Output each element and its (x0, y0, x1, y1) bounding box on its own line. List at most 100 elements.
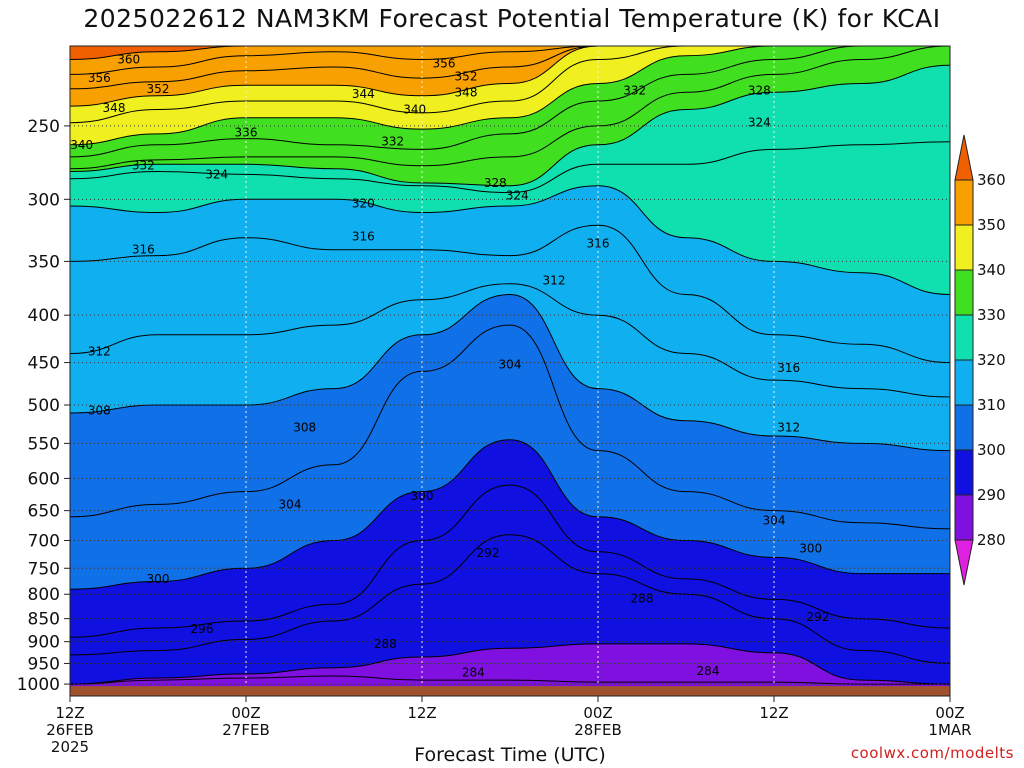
contour-label-11: 356 (433, 56, 456, 70)
contour-label-0: 360 (117, 53, 140, 67)
contour-label-15: 328 (748, 84, 771, 98)
colorbar-label-340: 340 (977, 261, 1006, 279)
colorbar-segment-360 (954, 179, 974, 226)
ground-surface (70, 686, 950, 696)
contour-284 (70, 675, 950, 685)
colorbar-label-310: 310 (977, 396, 1006, 414)
colorbar-label-350: 350 (977, 216, 1006, 234)
y-axis: 250 300 350 400 450 500 550 600 650 700 750 800 850 9… (17, 117, 70, 695)
contour-label-22: 316 (587, 237, 610, 251)
x-tick-label-60-1: 1MAR (928, 721, 971, 739)
x-tick-label-0-0: 12Z (55, 704, 84, 722)
contour-label-38: 292 (807, 610, 830, 624)
contour-label-4: 344 (352, 87, 375, 101)
contour-312 (70, 283, 950, 398)
x-tick-label-0-1: 26FEB (46, 721, 93, 739)
contour-296 (70, 484, 950, 638)
colorbar-segment-290 (954, 494, 974, 541)
contour-label-12: 352 (455, 69, 478, 83)
x-tick-label-36-1: 28FEB (574, 721, 621, 739)
x-tick-label-12-1: 27FEB (222, 721, 269, 739)
contour-324 (70, 141, 950, 194)
x-axis-label: Forecast Time (UTC) (414, 744, 606, 766)
contour-288 (70, 643, 950, 685)
fill-band-360 (70, 46, 950, 60)
contour-label-41: 284 (697, 664, 720, 678)
contour-line-layer (70, 46, 950, 685)
y-tick-label-300: 300 (28, 190, 60, 210)
contour-label-27: 308 (88, 404, 111, 418)
contour-label-32: 304 (763, 513, 786, 527)
contour-332 (70, 46, 950, 170)
y-tick-label-550: 550 (28, 434, 60, 454)
source-watermark: coolwx.com/modelts (850, 744, 1014, 762)
contour-label-20: 316 (352, 229, 375, 243)
contour-label-30: 304 (279, 497, 302, 511)
y-tick-label-950: 950 (28, 654, 60, 674)
colorbar-label-330: 330 (977, 306, 1006, 324)
colorbar-label-300: 300 (977, 441, 1006, 459)
y-tick-label-1000: 1000 (17, 675, 60, 695)
contour-label-17: 328 (484, 176, 507, 190)
contour-label-29: 312 (777, 421, 800, 435)
contour-320 (70, 185, 950, 295)
contour-label-37: 288 (631, 591, 654, 605)
contour-label-39: 288 (374, 637, 397, 651)
contour-352 (70, 46, 950, 90)
colorbar-segment-320 (954, 359, 974, 406)
contour-label-14: 332 (623, 84, 646, 98)
contour-316 (70, 224, 950, 364)
contour-348 (70, 46, 950, 107)
color-fill-layer (70, 46, 950, 696)
y-tick-label-900: 900 (28, 633, 60, 653)
colorbar-segment-340 (954, 269, 974, 316)
colorbar-label-320: 320 (977, 351, 1006, 369)
contour-292 (70, 534, 950, 664)
contour-label-3: 348 (103, 101, 126, 115)
y-tick-label-350: 350 (28, 252, 60, 272)
contour-328 (70, 64, 950, 187)
x-tick-label-12-0: 00Z (231, 704, 260, 722)
contour-label-2: 352 (147, 82, 170, 96)
y-tick-label-800: 800 (28, 585, 60, 605)
colorbar-segment-310 (954, 404, 974, 451)
contour-label-8: 332 (132, 159, 155, 173)
contour-label-1: 356 (88, 71, 111, 85)
contour-label-24: 312 (88, 345, 111, 359)
contour-label-21: 316 (132, 243, 155, 257)
contour-308 (70, 293, 950, 452)
y-tick-label-700: 700 (28, 531, 60, 551)
fill-band-350 (70, 46, 950, 107)
contour-label-13: 348 (455, 85, 478, 99)
contour-label-34: 292 (477, 546, 500, 560)
contour-label-36: 296 (191, 622, 214, 636)
contour-360 (70, 46, 950, 60)
contour-356 (70, 46, 950, 75)
x-tick-label-48-0: 12Z (759, 704, 788, 722)
contour-label-23: 312 (543, 273, 566, 287)
y-tick-label-450: 450 (28, 354, 60, 374)
y-tick-label-650: 650 (28, 502, 60, 522)
y-tick-label-500: 500 (28, 396, 60, 416)
y-tick-label-850: 850 (28, 610, 60, 630)
x-tick-label-0-2: 2025 (51, 738, 89, 756)
contour-label-18: 324 (506, 188, 529, 202)
colorbar-extend-bottom (954, 539, 974, 586)
colorbar-segment-300 (954, 449, 974, 496)
x-tick-label-24-0: 12Z (407, 704, 436, 722)
chart-title: 2025022612 NAM3KM Forecast Potential Tem… (83, 4, 941, 33)
contour-label-25: 304 (499, 357, 522, 371)
contour-label-6: 340 (403, 102, 426, 116)
colorbar-label-360: 360 (977, 171, 1006, 189)
contour-label-7: 336 (235, 125, 258, 139)
contour-304 (70, 324, 950, 530)
x-tick-label-36-0: 00Z (583, 704, 612, 722)
y-tick-label-250: 250 (28, 117, 60, 137)
colorbar: 280 290 300 310 320 330 340 350 360 (954, 134, 1006, 586)
y-tick-label-600: 600 (28, 469, 60, 489)
colorbar-extend-top (954, 134, 974, 181)
contour-label-9: 332 (381, 135, 404, 149)
contour-label-16: 324 (748, 116, 771, 130)
